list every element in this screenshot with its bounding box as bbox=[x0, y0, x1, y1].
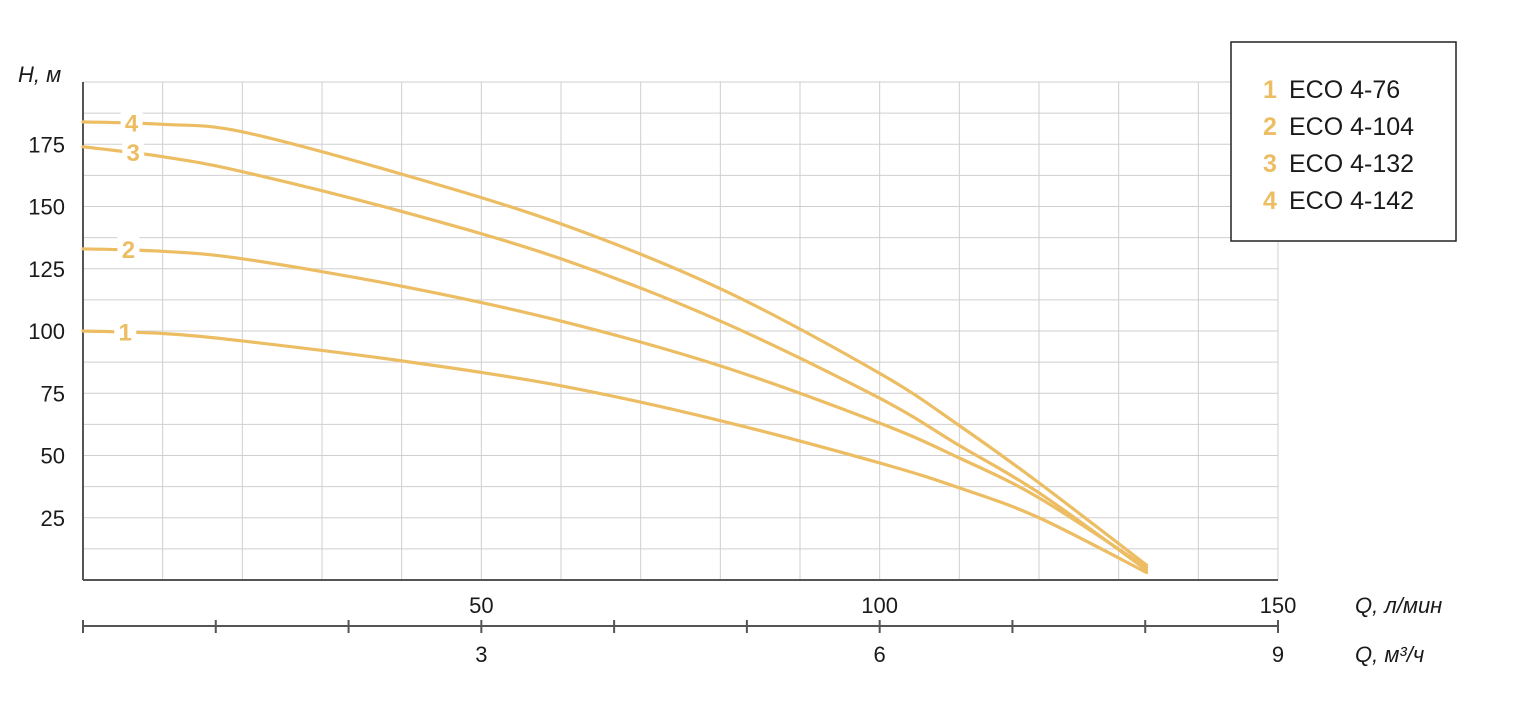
legend-item-1-number: 1 bbox=[1263, 76, 1277, 104]
legend-item-1-label: ECO 4-76 bbox=[1289, 76, 1400, 104]
legend-item-2-label: ECO 4-104 bbox=[1289, 113, 1414, 141]
x-axis-title-lmin: Q, л/мин bbox=[1355, 593, 1442, 618]
series-3-label-bg bbox=[122, 139, 145, 168]
series-3-label: 3 bbox=[127, 140, 140, 167]
x-tick-label: 150 bbox=[1260, 593, 1297, 618]
y-tick-label: 150 bbox=[28, 195, 65, 220]
y-tick-label: 125 bbox=[28, 257, 65, 282]
y-tick-label: 100 bbox=[28, 319, 65, 344]
y-tick-label: 25 bbox=[41, 506, 65, 531]
x2-tick-label: 3 bbox=[475, 642, 487, 667]
series-2-label: 2 bbox=[122, 237, 135, 264]
axes: 25 50 75 100 125 150 175 50 100 150 3 6 9 bbox=[28, 82, 1296, 667]
legend: 1 ECO 4-76 2 ECO 4-104 3 ECO 4-132 4 ECO 4-142 bbox=[1230, 41, 1457, 242]
y-tick-label: 75 bbox=[41, 381, 65, 406]
legend-box bbox=[1230, 41, 1457, 242]
y-tick-label: 175 bbox=[28, 132, 65, 157]
series-4-line bbox=[81, 120, 1149, 567]
series: 1 2 3 4 bbox=[81, 109, 1149, 575]
legend-item-2-number: 2 bbox=[1263, 113, 1277, 141]
x-axis-title-m3h: Q, м³/ч bbox=[1355, 642, 1424, 667]
x-tick-label: 100 bbox=[861, 593, 898, 618]
y-axis-title: H, м bbox=[18, 62, 61, 87]
legend-item-4-number: 4 bbox=[1263, 187, 1277, 215]
series-1-line bbox=[81, 329, 1149, 575]
x2-tick-label: 6 bbox=[874, 642, 886, 667]
series-3-line bbox=[81, 145, 1149, 572]
x2-tick-label: 9 bbox=[1272, 642, 1284, 667]
series-4-label-bg bbox=[120, 109, 143, 138]
grid bbox=[83, 81, 1279, 580]
series-2-label-bg bbox=[117, 236, 140, 265]
x-tick-label: 50 bbox=[469, 593, 493, 618]
legend-item-3-number: 3 bbox=[1263, 150, 1277, 178]
legend-item-3-label: ECO 4-132 bbox=[1289, 150, 1414, 178]
series-2-line bbox=[81, 247, 1149, 570]
series-1-label-bg bbox=[114, 318, 137, 347]
series-4-label: 4 bbox=[125, 110, 139, 137]
y-tick-label: 50 bbox=[41, 444, 65, 469]
legend-item-4-label: ECO 4-142 bbox=[1289, 187, 1414, 215]
series-1-label: 1 bbox=[119, 319, 132, 346]
